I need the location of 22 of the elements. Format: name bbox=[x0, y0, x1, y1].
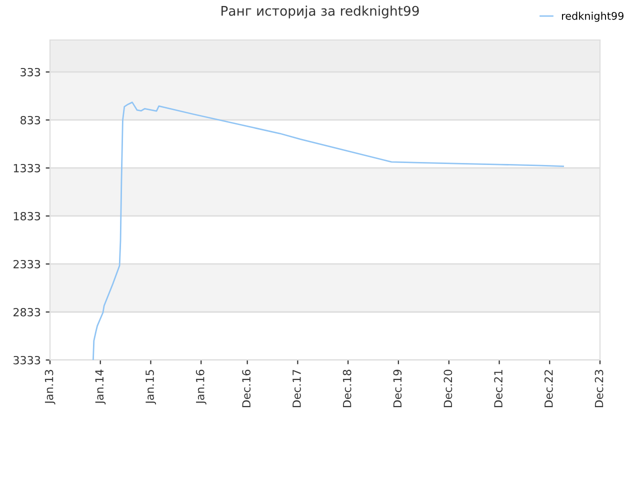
legend-label: redknight99 bbox=[562, 12, 624, 22]
x-tick-label: Jan.13 bbox=[44, 370, 56, 404]
x-tick-label: Jan.14 bbox=[95, 370, 106, 404]
x-tick-label: Jan.15 bbox=[146, 370, 156, 404]
chart-title: Ранг историја за redknight99 bbox=[222, 6, 419, 18]
y-tick-label: 1833 bbox=[14, 212, 40, 220]
line-series bbox=[92, 102, 564, 360]
y-tick-label: 2833 bbox=[14, 308, 40, 316]
y-tick-label: 1333 bbox=[14, 164, 40, 172]
x-tick-label: Dec.16 bbox=[242, 370, 251, 408]
y-tick-label: 833 bbox=[20, 116, 40, 124]
x-tick-label: Dec.19 bbox=[393, 370, 402, 408]
x-tick-label: Dec.21 bbox=[494, 370, 502, 408]
y-tick-label: 2333 bbox=[14, 260, 40, 268]
x-tick-label: Dec.23 bbox=[594, 370, 604, 408]
x-tick-label: Jan.16 bbox=[196, 370, 206, 404]
x-tick-label: Dec.20 bbox=[444, 370, 452, 408]
y-tick-label: 3333 bbox=[14, 356, 40, 364]
x-tick-label: Dec.22 bbox=[544, 370, 553, 408]
x-tick-label: Dec.18 bbox=[342, 370, 352, 408]
y-tick-label: 333 bbox=[20, 68, 40, 76]
x-tick-label: Dec.17 bbox=[292, 370, 301, 408]
